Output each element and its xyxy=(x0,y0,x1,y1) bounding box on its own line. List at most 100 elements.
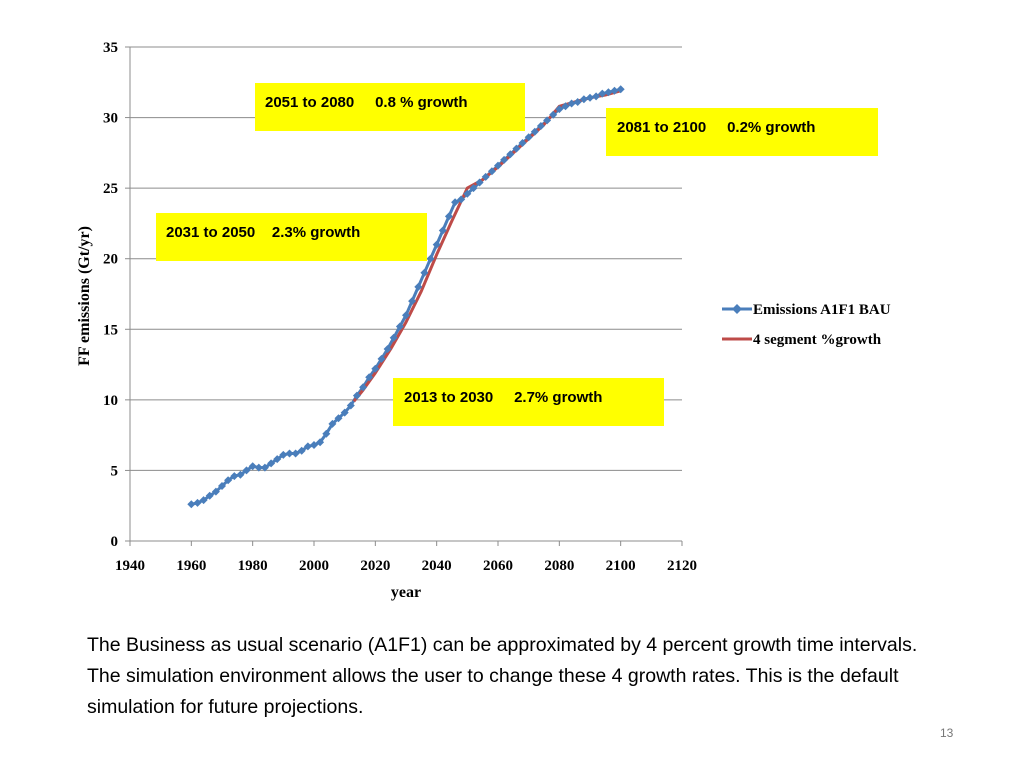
data-point-marker xyxy=(414,282,423,291)
data-point-marker xyxy=(402,311,410,320)
data-point-marker xyxy=(310,441,318,449)
data-point-marker xyxy=(230,472,239,481)
x-tick-label: 2000 xyxy=(299,558,329,574)
annotation-background xyxy=(156,213,427,261)
annotation-box: 2031 to 2050 2.3% growth xyxy=(156,213,427,261)
data-point-marker xyxy=(549,110,558,119)
slide-number: 13 xyxy=(940,726,954,740)
data-point-marker xyxy=(291,449,300,458)
data-point-marker xyxy=(352,391,361,400)
data-point-marker xyxy=(518,139,527,147)
data-point-marker xyxy=(604,88,613,97)
y-tick-label: 20 xyxy=(103,252,118,268)
data-point-marker xyxy=(469,184,478,193)
emissions-chart: 0 5 10 15 20 25 30 35 1940 1960 1980 2000 2020 2040 2… xyxy=(76,40,891,601)
data-point-marker xyxy=(218,482,226,490)
data-point-marker xyxy=(598,89,607,98)
annotation-box: 2013 to 2030 2.7% growth xyxy=(393,378,664,426)
data-point-marker xyxy=(512,144,521,153)
data-point-marker xyxy=(500,155,509,164)
annotation-text: 2013 to 2030 2.7% growth xyxy=(404,389,602,406)
y-axis-title: FF emissions (Gt/yr) xyxy=(76,226,93,366)
data-point-marker xyxy=(524,133,533,142)
data-point-marker xyxy=(273,455,282,464)
data-point-marker xyxy=(506,150,515,159)
data-point-marker xyxy=(494,161,502,170)
legend: Emissions A1F1 BAU 4 segment %growth xyxy=(722,302,891,348)
data-point-marker xyxy=(444,212,453,221)
data-point-marker xyxy=(395,322,404,331)
annotation-box: 2051 to 2080 0.8 % growth xyxy=(255,83,525,131)
y-tick-label: 5 xyxy=(111,463,119,479)
data-point-marker xyxy=(340,408,349,417)
data-point-marker xyxy=(579,95,588,104)
data-point-marker xyxy=(536,122,545,130)
x-axis-title: year xyxy=(391,584,421,601)
y-tick-label: 30 xyxy=(103,111,118,127)
data-point-marker xyxy=(260,463,269,472)
data-point-marker xyxy=(316,438,325,447)
y-tick-label: 35 xyxy=(103,40,118,56)
data-point-marker xyxy=(420,268,429,277)
data-point-marker xyxy=(346,401,355,410)
data-point-marker xyxy=(389,333,398,342)
data-point-marker xyxy=(322,429,331,438)
data-point-marker xyxy=(586,93,594,102)
data-point-marker xyxy=(481,172,490,181)
slide-caption: The Business as usual scenario (A1F1) ca… xyxy=(87,634,918,718)
x-tick-label: 1980 xyxy=(238,558,268,574)
data-point-marker xyxy=(457,195,466,204)
x-tick-label: 2020 xyxy=(360,558,390,574)
data-point-marker xyxy=(211,487,220,496)
annotation-text: 2081 to 2100 0.2% growth xyxy=(617,119,815,136)
data-point-marker xyxy=(242,466,251,475)
data-point-marker xyxy=(561,102,570,111)
data-point-marker xyxy=(573,98,582,106)
data-point-marker xyxy=(377,354,386,363)
data-point-marker xyxy=(248,462,257,471)
annotation-text: 2031 to 2050 2.3% growth xyxy=(166,224,360,241)
data-point-marker xyxy=(205,491,214,500)
data-point-marker xyxy=(530,127,539,136)
data-point-marker xyxy=(285,449,294,458)
data-point-marker xyxy=(236,470,245,479)
data-point-marker xyxy=(297,446,306,455)
y-tick-labels: 0 5 10 15 20 25 30 35 xyxy=(103,40,118,550)
axes xyxy=(125,46,683,546)
x-tick-label: 2060 xyxy=(483,558,513,574)
data-point-marker xyxy=(279,450,288,459)
data-point-marker xyxy=(543,116,552,125)
data-point-marker xyxy=(267,459,276,468)
data-point-marker xyxy=(224,476,233,485)
data-point-marker xyxy=(365,373,374,382)
data-point-marker xyxy=(193,498,202,507)
series-markers xyxy=(187,85,625,509)
annotation-background xyxy=(255,83,525,131)
x-tick-label: 2080 xyxy=(544,558,574,574)
series-line-bau xyxy=(190,87,622,506)
annotations: 2051 to 2080 0.8 % growth 2081 to 2100 0.… xyxy=(156,83,878,426)
data-point-marker xyxy=(199,496,208,505)
x-tick-label: 2120 xyxy=(667,558,697,574)
data-point-marker xyxy=(555,105,564,114)
data-point-marker xyxy=(475,178,484,187)
data-point-marker xyxy=(438,226,447,235)
data-point-marker xyxy=(334,414,343,423)
data-point-marker xyxy=(451,198,460,207)
data-point-marker xyxy=(328,419,337,428)
data-point-marker xyxy=(610,86,619,95)
data-point-marker xyxy=(463,189,472,198)
data-point-marker xyxy=(187,500,196,509)
legend-label-bau: Emissions A1F1 BAU xyxy=(753,302,891,318)
data-point-marker xyxy=(616,85,625,94)
x-tick-label: 1960 xyxy=(176,558,206,574)
legend-label-segments: 4 segment %growth xyxy=(753,332,882,348)
data-point-marker xyxy=(359,383,368,392)
x-tick-label: 1940 xyxy=(115,558,145,574)
data-point-marker xyxy=(487,167,496,176)
data-point-marker xyxy=(567,99,576,108)
y-tick-label: 0 xyxy=(111,534,119,550)
data-point-marker xyxy=(408,297,417,306)
annotation-background xyxy=(606,108,878,156)
data-point-marker xyxy=(432,240,441,249)
